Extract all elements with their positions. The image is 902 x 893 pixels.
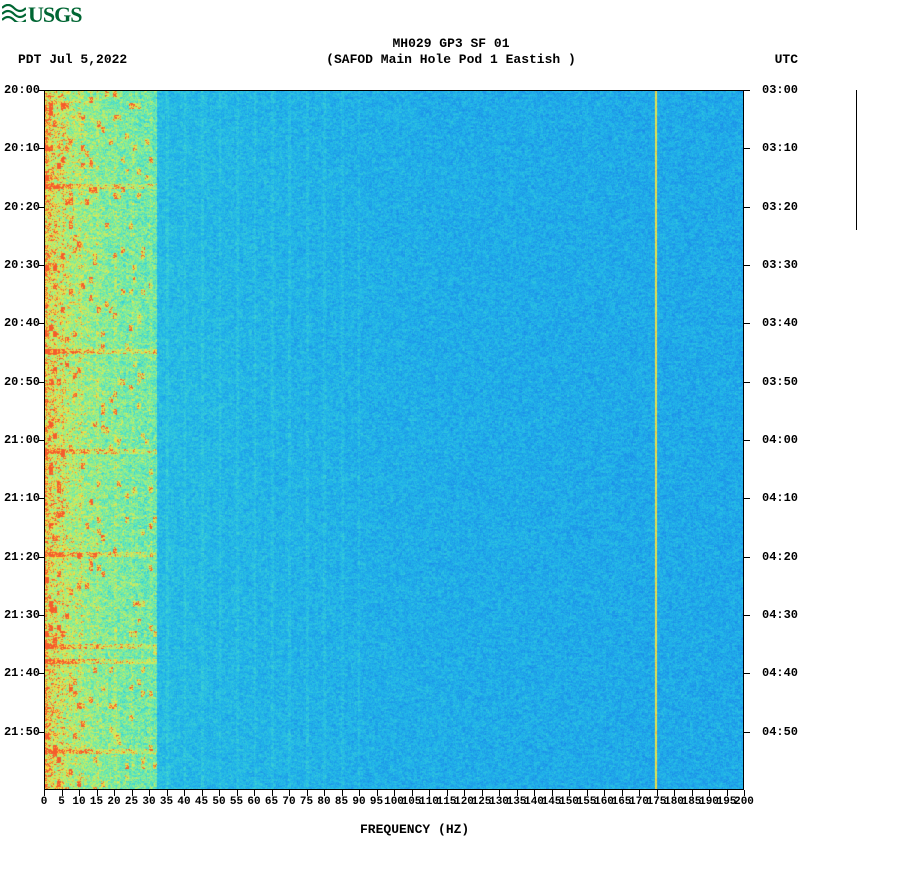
date-label-pdt: PDT Jul 5,2022 bbox=[18, 52, 127, 67]
y-axis-left-label: 20:20 bbox=[0, 200, 40, 214]
y-tick-left bbox=[38, 323, 44, 324]
y-axis-left-label: 20:00 bbox=[0, 83, 40, 97]
y-tick-right bbox=[744, 673, 750, 674]
usgs-logo: USGS bbox=[2, 2, 81, 28]
y-tick-left bbox=[38, 207, 44, 208]
y-tick-right bbox=[744, 440, 750, 441]
y-tick-left bbox=[38, 148, 44, 149]
y-tick-left bbox=[38, 732, 44, 733]
y-axis-right-label: 03:20 bbox=[762, 200, 808, 214]
y-axis-right-label: 03:10 bbox=[762, 141, 808, 155]
side-marker-line bbox=[856, 90, 857, 230]
y-axis-left-label: 20:30 bbox=[0, 258, 40, 272]
y-axis-right-label: 04:40 bbox=[762, 666, 808, 680]
y-tick-right bbox=[744, 207, 750, 208]
y-tick-right bbox=[744, 557, 750, 558]
y-tick-left bbox=[38, 673, 44, 674]
y-axis-left-label: 21:00 bbox=[0, 433, 40, 447]
usgs-wave-icon bbox=[2, 2, 26, 28]
y-axis-left-label: 20:40 bbox=[0, 316, 40, 330]
y-axis-left-label: 20:50 bbox=[0, 375, 40, 389]
y-tick-left bbox=[38, 265, 44, 266]
spectrogram-canvas bbox=[45, 91, 743, 789]
y-tick-right bbox=[744, 265, 750, 266]
y-axis-left-label: 21:20 bbox=[0, 550, 40, 564]
y-tick-right bbox=[744, 382, 750, 383]
y-tick-left bbox=[38, 90, 44, 91]
y-tick-left bbox=[38, 382, 44, 383]
y-tick-left bbox=[38, 557, 44, 558]
chart-title: MH029 GP3 SF 01 bbox=[0, 36, 902, 51]
y-axis-right-label: 03:30 bbox=[762, 258, 808, 272]
y-axis-right-label: 04:30 bbox=[762, 608, 808, 622]
y-axis-right-label: 04:00 bbox=[762, 433, 808, 447]
y-tick-left bbox=[38, 498, 44, 499]
y-tick-right bbox=[744, 323, 750, 324]
y-tick-right bbox=[744, 615, 750, 616]
x-axis-label: 200 bbox=[734, 796, 754, 808]
y-tick-left bbox=[38, 615, 44, 616]
y-axis-right-label: 03:40 bbox=[762, 316, 808, 330]
y-tick-right bbox=[744, 498, 750, 499]
y-axis-left-label: 21:40 bbox=[0, 666, 40, 680]
y-axis-left-label: 21:50 bbox=[0, 725, 40, 739]
y-axis-right-label: 04:50 bbox=[762, 725, 808, 739]
y-axis-right-label: 03:50 bbox=[762, 375, 808, 389]
y-axis-right-label: 03:00 bbox=[762, 83, 808, 97]
utc-label: UTC bbox=[775, 52, 798, 67]
spectrogram-plot bbox=[44, 90, 744, 790]
y-axis-right-label: 04:20 bbox=[762, 550, 808, 564]
y-axis-left-label: 21:10 bbox=[0, 491, 40, 505]
y-axis-left-label: 21:30 bbox=[0, 608, 40, 622]
y-tick-right bbox=[744, 148, 750, 149]
y-axis-left-label: 20:10 bbox=[0, 141, 40, 155]
y-tick-right bbox=[744, 90, 750, 91]
usgs-logo-text: USGS bbox=[28, 2, 81, 28]
y-tick-right bbox=[744, 732, 750, 733]
y-tick-left bbox=[38, 440, 44, 441]
x-axis-title: FREQUENCY (HZ) bbox=[360, 822, 469, 837]
chart-subtitle: (SAFOD Main Hole Pod 1 Eastish ) bbox=[0, 52, 902, 67]
y-axis-right-label: 04:10 bbox=[762, 491, 808, 505]
